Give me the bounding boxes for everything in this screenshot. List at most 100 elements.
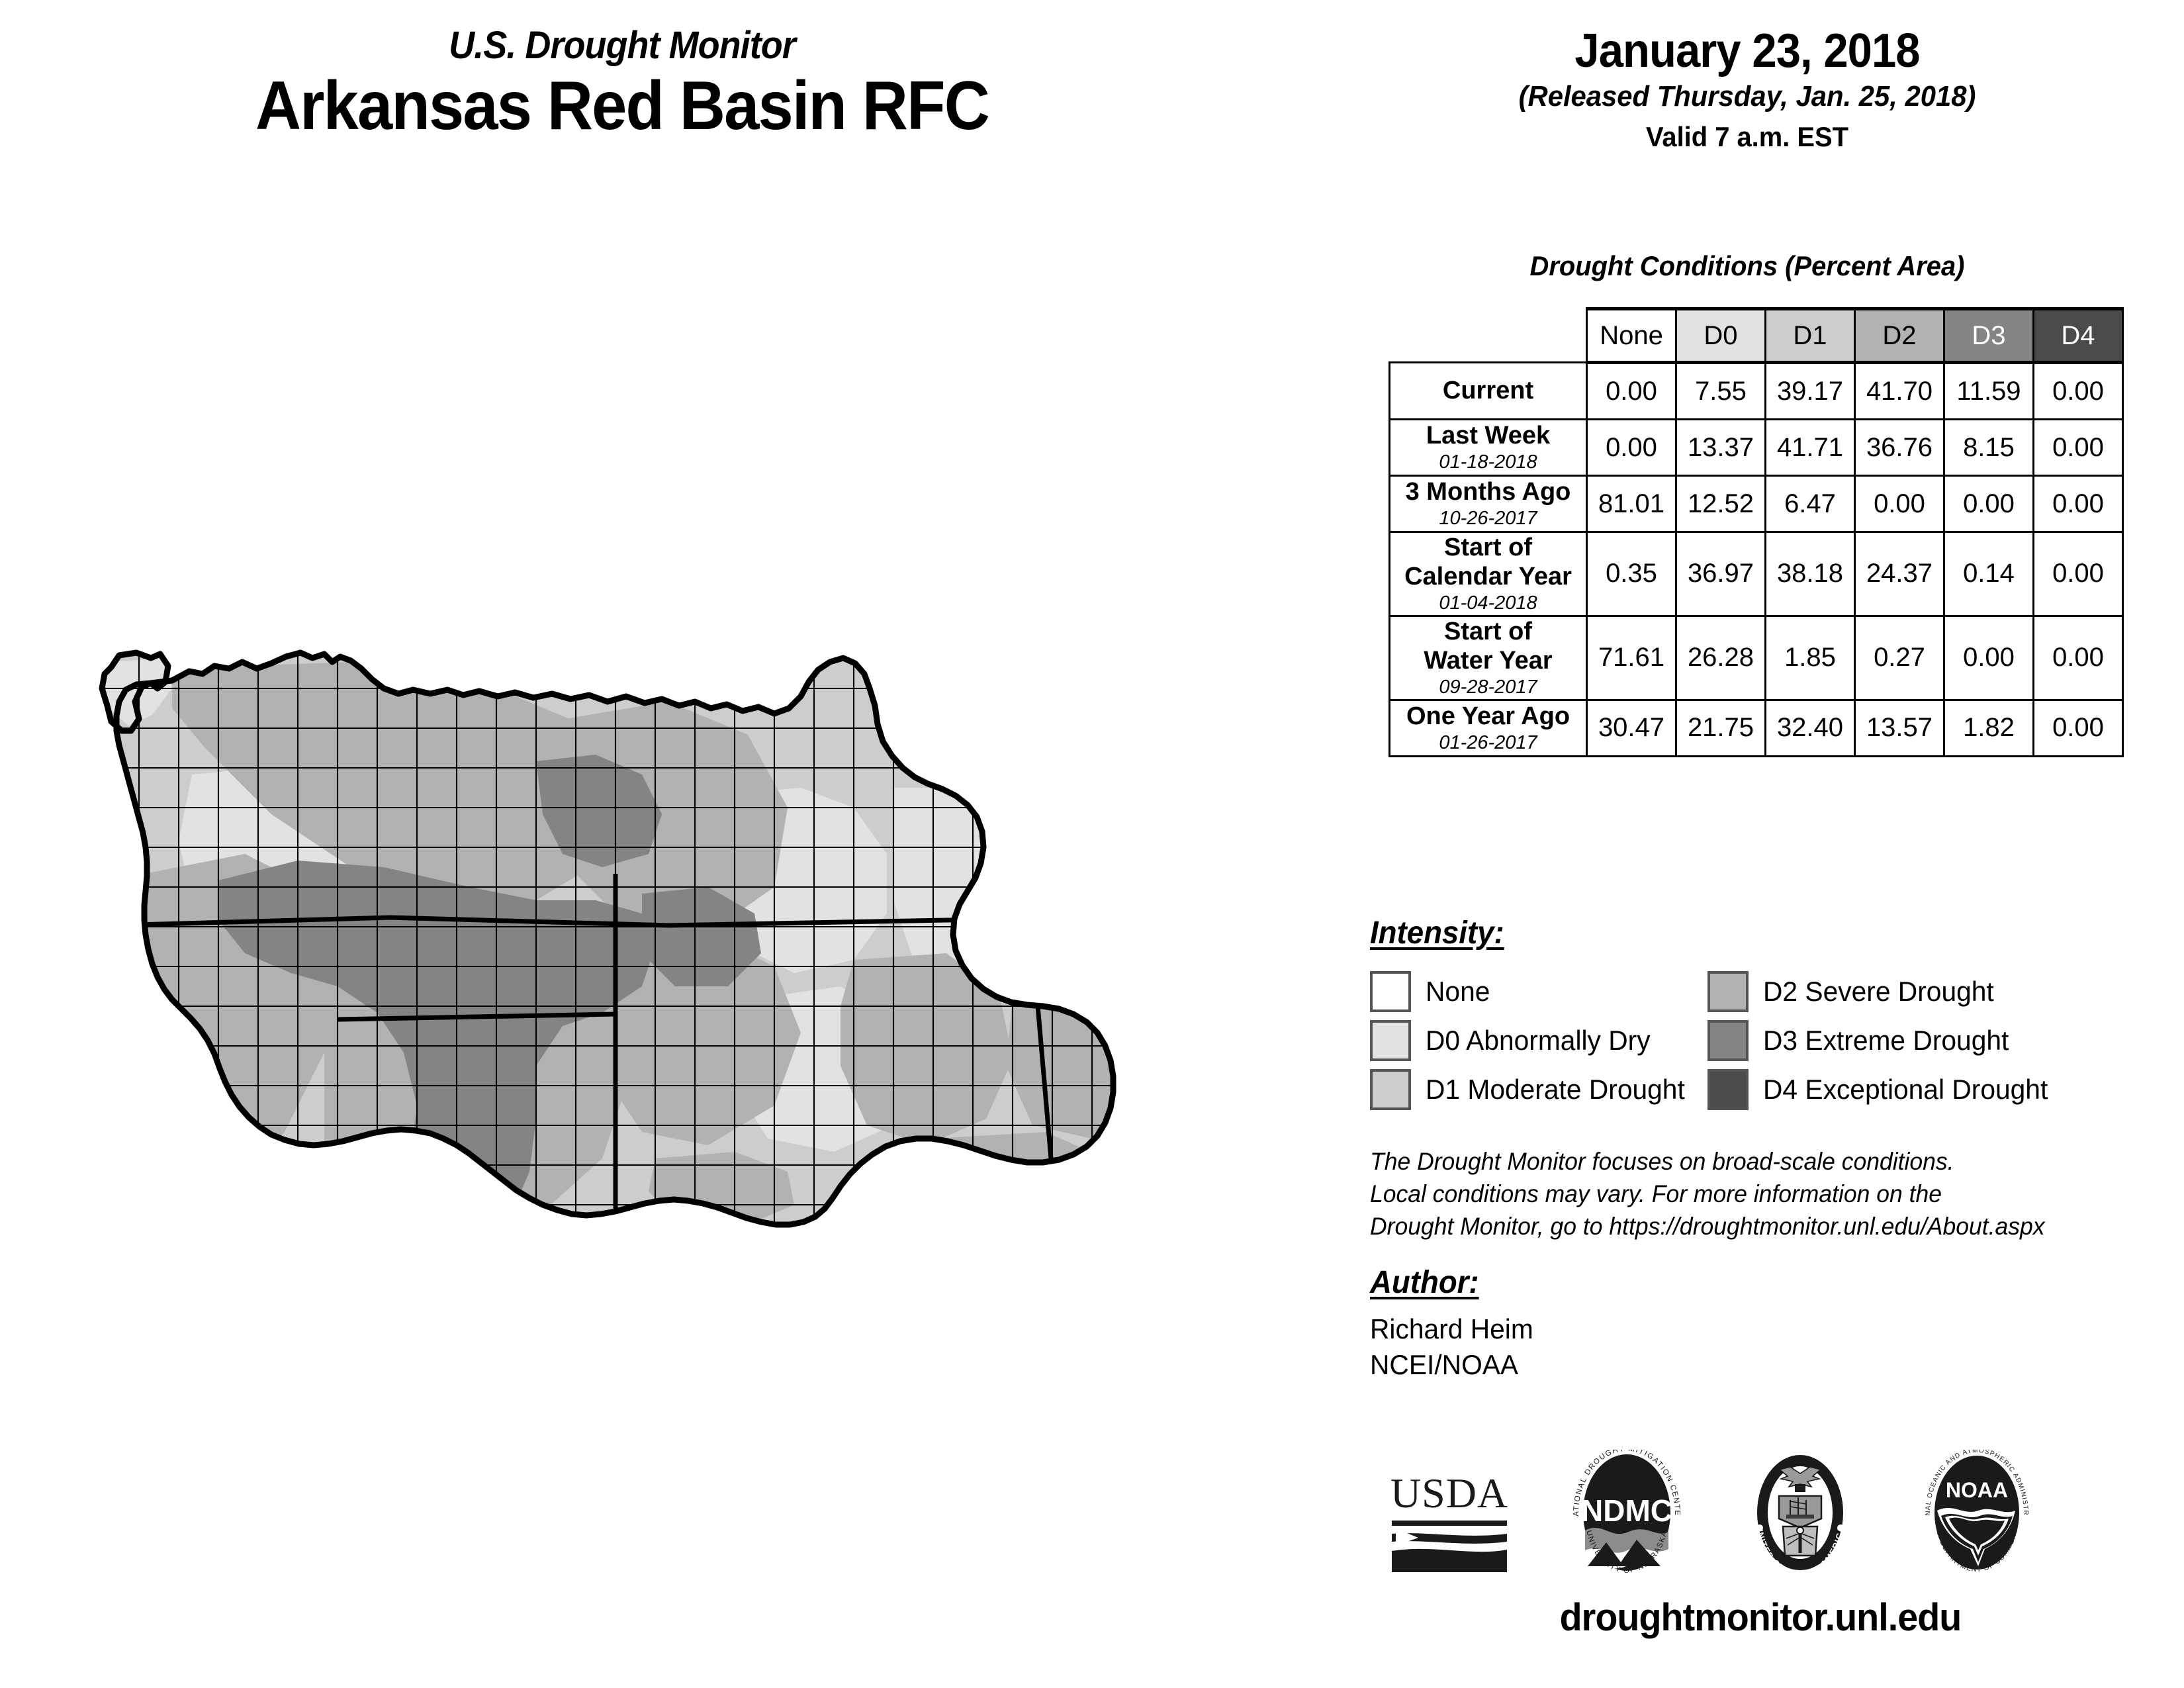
legend-label-d0: D0 Abnormally Dry — [1426, 1025, 1651, 1056]
cell-none: 71.61 — [1586, 614, 1677, 701]
legend-swatch-d0 — [1370, 1020, 1411, 1061]
row-label-date: 10-26-2017 — [1439, 508, 1537, 530]
table-caption: Drought Conditions (Percent Area) — [1529, 250, 1965, 281]
cell-d2: 36.76 — [1854, 418, 1945, 477]
disclaimer-line-1: The Drought Monitor focuses on broad-sca… — [1370, 1148, 1954, 1175]
col-header-d3: D3 — [1943, 307, 2034, 364]
cell-d4: 0.00 — [2032, 614, 2124, 701]
table-row: Current 0.00 7.55 39.17 41.70 11.59 0.00 — [1388, 361, 2124, 420]
noaa-logo: NOAA NATIONAL OCEANIC AND ATMOSPHERIC AD… — [1912, 1444, 2039, 1579]
intensity-legend-title: Intensity: — [1370, 915, 1504, 951]
author-heading: Author: — [1370, 1265, 1479, 1300]
col-header-d0: D0 — [1675, 307, 1766, 364]
table-row: Start of Water Year 09-28-2017 71.61 26.28 1.… — [1388, 614, 2124, 701]
cell-d2: 13.57 — [1854, 698, 1945, 757]
col-header-d2: D2 — [1854, 307, 1945, 364]
cell-d1: 39.17 — [1764, 361, 1856, 420]
cell-d0: 7.55 — [1675, 361, 1766, 420]
title-block: U.S. Drought Monitor Arkansas Red Basin … — [0, 24, 1244, 144]
logo-row: USDA NDMC NATIONAL DROUGHT MITIGATION CE… — [1387, 1444, 2128, 1579]
cell-d4: 0.00 — [2032, 531, 2124, 617]
cell-d1: 32.40 — [1764, 698, 1856, 757]
table-row: One Year Ago 01-26-2017 30.47 21.75 32.40 13.… — [1388, 698, 2124, 757]
cell-d4: 0.00 — [2032, 475, 2124, 533]
author-title-wrap: Author: — [1370, 1264, 2098, 1301]
intensity-legend: Intensity: None D2 Severe Drought D0 Abn… — [1370, 915, 2151, 1114]
cell-d1: 6.47 — [1764, 475, 1856, 533]
cell-d1: 1.85 — [1764, 614, 1856, 701]
usda-logo: USDA — [1387, 1460, 1512, 1579]
disclaimer-line-2: Local conditions may vary. For more info… — [1370, 1180, 1942, 1208]
cell-none: 0.35 — [1586, 531, 1677, 617]
table-header-row: None D0 D1 D2 D3 D4 — [1389, 307, 2124, 364]
cell-d0: 36.97 — [1675, 531, 1766, 617]
cell-d0: 21.75 — [1675, 698, 1766, 757]
cell-none: 0.00 — [1586, 418, 1677, 477]
cell-none: 30.47 — [1586, 698, 1677, 757]
cell-d2: 24.37 — [1854, 531, 1945, 617]
col-header-none: None — [1586, 307, 1677, 364]
legend-item-d1: D1 Moderate Drought — [1370, 1065, 1701, 1114]
disclaimer-line-3: Drought Monitor, go to https://droughtmo… — [1370, 1213, 2045, 1241]
legend-swatch-d4 — [1707, 1069, 1749, 1110]
legend-swatch-d1 — [1370, 1069, 1411, 1110]
row-label: Current — [1388, 361, 1588, 420]
cell-d4: 0.00 — [2032, 418, 2124, 477]
cell-d2: 41.70 — [1854, 361, 1945, 420]
legend-item-d0: D0 Abnormally Dry — [1370, 1016, 1701, 1065]
footer-url: droughtmonitor.unl.edu — [1559, 1596, 1962, 1639]
valid-date: January 23, 2018 — [1574, 24, 1920, 77]
legend-label-d2: D2 Severe Drought — [1763, 976, 1994, 1007]
cell-d3: 0.14 — [1943, 531, 2034, 617]
intensity-legend-grid: None D2 Severe Drought D0 Abnormally Dry… — [1370, 967, 2151, 1114]
legend-item-d3: D3 Extreme Drought — [1707, 1016, 2151, 1065]
row-label: Start of Water Year 09-28-2017 — [1388, 614, 1588, 701]
ndmc-logo: NDMC NATIONAL DROUGHT MITIGATION CENTER … — [1565, 1444, 1686, 1579]
date-block: January 23, 2018 (Released Thursday, Jan… — [1370, 26, 2124, 152]
legend-item-d2: D2 Severe Drought — [1707, 967, 2151, 1016]
table-row: 3 Months Ago 10-26-2017 81.01 12.52 6.47 0.00… — [1388, 475, 2124, 533]
author-lines: Richard Heim NCEI/NOAA — [1370, 1311, 2076, 1383]
cell-none: 81.01 — [1586, 475, 1677, 533]
col-header-d4: D4 — [2032, 307, 2124, 364]
table-row: Start of Calendar Year 01-04-2018 0.35 36.97… — [1388, 531, 2124, 617]
page-title: Arkansas Red Basin RFC — [255, 68, 990, 144]
valid-time: Valid 7 a.m. EST — [1645, 120, 1849, 152]
row-label: 3 Months Ago 10-26-2017 — [1388, 475, 1588, 533]
row-label-date: 09-28-2017 — [1439, 676, 1537, 698]
col-header-d1: D1 — [1764, 307, 1856, 364]
row-label-date: 01-26-2017 — [1439, 731, 1537, 753]
legend-item-none: None — [1370, 967, 1701, 1016]
author-affiliation: NCEI/NOAA — [1370, 1348, 1519, 1380]
doc-seal: DEPARTMENT OF COMMERCE UNITED STATES OF … — [1741, 1444, 1859, 1579]
legend-swatch-none — [1370, 971, 1411, 1012]
cell-d2: 0.00 — [1854, 475, 1945, 533]
table-corner-cell — [1389, 308, 1587, 363]
row-label: One Year Ago 01-26-2017 — [1388, 698, 1588, 757]
program-title: U.S. Drought Monitor — [449, 24, 796, 67]
legend-label-none: None — [1426, 976, 1490, 1007]
table-row: Last Week 01-18-2018 0.00 13.37 41.71 36.76 8.… — [1388, 418, 2124, 477]
cell-d1: 38.18 — [1764, 531, 1856, 617]
legend-item-d4: D4 Exceptional Drought — [1707, 1065, 2151, 1114]
cell-d0: 13.37 — [1675, 418, 1766, 477]
legend-swatch-d2 — [1707, 971, 1749, 1012]
cell-d0: 12.52 — [1675, 475, 1766, 533]
cell-d3: 8.15 — [1943, 418, 2034, 477]
drought-conditions-table: None D0 D1 D2 D3 D4 Current 0.00 7.55 39.17… — [1388, 307, 2124, 757]
cell-d3: 0.00 — [1943, 475, 2034, 533]
legend-swatch-d3 — [1707, 1020, 1749, 1061]
legend-label-d4: D4 Exceptional Drought — [1763, 1074, 2048, 1105]
cell-d3: 0.00 — [1943, 614, 2034, 701]
cell-d3: 1.82 — [1943, 698, 2034, 757]
author-name: Richard Heim — [1370, 1313, 1533, 1344]
intensity-legend-title-wrap: Intensity: — [1370, 915, 2151, 951]
legend-label-d1: D1 Moderate Drought — [1426, 1074, 1685, 1105]
svg-text:NOAA: NOAA — [1946, 1478, 2008, 1502]
legend-label-d3: D3 Extreme Drought — [1763, 1025, 2009, 1056]
row-label: Start of Calendar Year 01-04-2018 — [1388, 531, 1588, 617]
cell-none: 0.00 — [1586, 361, 1677, 420]
disclaimer-text: The Drought Monitor focuses on broad-sca… — [1370, 1145, 2132, 1243]
svg-text:NDMC: NDMC — [1581, 1493, 1672, 1528]
author-block: Author: Richard Heim NCEI/NOAA — [1370, 1264, 2098, 1383]
